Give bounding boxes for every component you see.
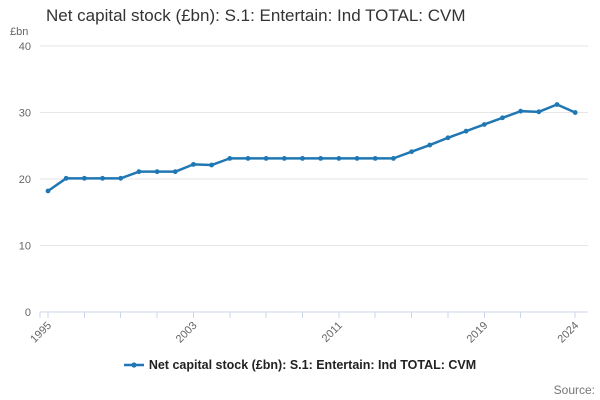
data-point-2004 xyxy=(209,162,215,168)
series-net-capital-stock xyxy=(45,102,578,194)
x-axis-labels: 1995 2003 2011 2019 2024 xyxy=(28,320,581,346)
x-axis-label: 1995 xyxy=(28,320,54,346)
source-label: Source: xyxy=(553,383,595,397)
data-point-2009 xyxy=(300,155,305,161)
series-line xyxy=(46,103,577,193)
data-point-2022 xyxy=(536,109,542,115)
y-axis-label: 10 xyxy=(19,241,31,253)
data-point-2003 xyxy=(191,161,196,167)
data-point-2012 xyxy=(354,155,360,161)
data-point-2018 xyxy=(463,128,469,134)
data-point-2019 xyxy=(481,122,487,127)
legend-item[interactable]: Net capital stock (£bn): S.1: Entertain:… xyxy=(123,358,477,372)
chart-title: Net capital stock (£bn): S.1: Entertain:… xyxy=(46,6,466,25)
y-axis-label: 40 xyxy=(19,41,31,53)
data-point-2023 xyxy=(554,102,560,107)
data-point-2008 xyxy=(281,155,287,161)
legend-label: Net capital stock (£bn): S.1: Entertain:… xyxy=(148,358,477,372)
y-axis-label: 30 xyxy=(19,108,31,120)
y-axis-unit-label: £bn xyxy=(10,26,29,38)
data-point-2006 xyxy=(245,155,251,161)
data-point-2010 xyxy=(318,155,324,161)
data-point-2005 xyxy=(227,155,233,161)
data-point-2013 xyxy=(372,155,378,161)
data-point-2021 xyxy=(518,108,524,114)
data-point-2015 xyxy=(409,149,414,155)
legend: Net capital stock (£bn): S.1: Entertain:… xyxy=(0,358,600,372)
y-axis-label: 0 xyxy=(25,307,31,319)
x-axis-label: 2003 xyxy=(174,320,200,346)
y-axis-labels: 0 10 20 30 40 xyxy=(19,41,31,319)
data-point-2000 xyxy=(136,169,142,175)
data-point-2014 xyxy=(391,155,396,161)
data-point-2011 xyxy=(336,155,342,161)
y-axis-label: 20 xyxy=(19,174,31,186)
data-point-1996 xyxy=(63,175,69,181)
data-point-2001 xyxy=(154,169,160,175)
data-point-2017 xyxy=(445,135,451,141)
data-point-2002 xyxy=(172,169,178,175)
data-point-1995 xyxy=(45,188,51,194)
data-point-1999 xyxy=(118,175,124,181)
data-point-2007 xyxy=(263,155,269,161)
data-point-2016 xyxy=(427,142,433,148)
data-point-1997 xyxy=(81,175,87,181)
x-ticks xyxy=(39,312,576,318)
data-point-2020 xyxy=(500,115,505,121)
data-point-2024 xyxy=(572,110,578,115)
x-axis-label: 2019 xyxy=(465,320,491,346)
x-axis-label: 2024 xyxy=(556,320,582,346)
legend-line-marker-icon xyxy=(123,362,144,368)
data-point-1998 xyxy=(100,175,105,181)
x-axis-label: 2011 xyxy=(320,320,345,345)
